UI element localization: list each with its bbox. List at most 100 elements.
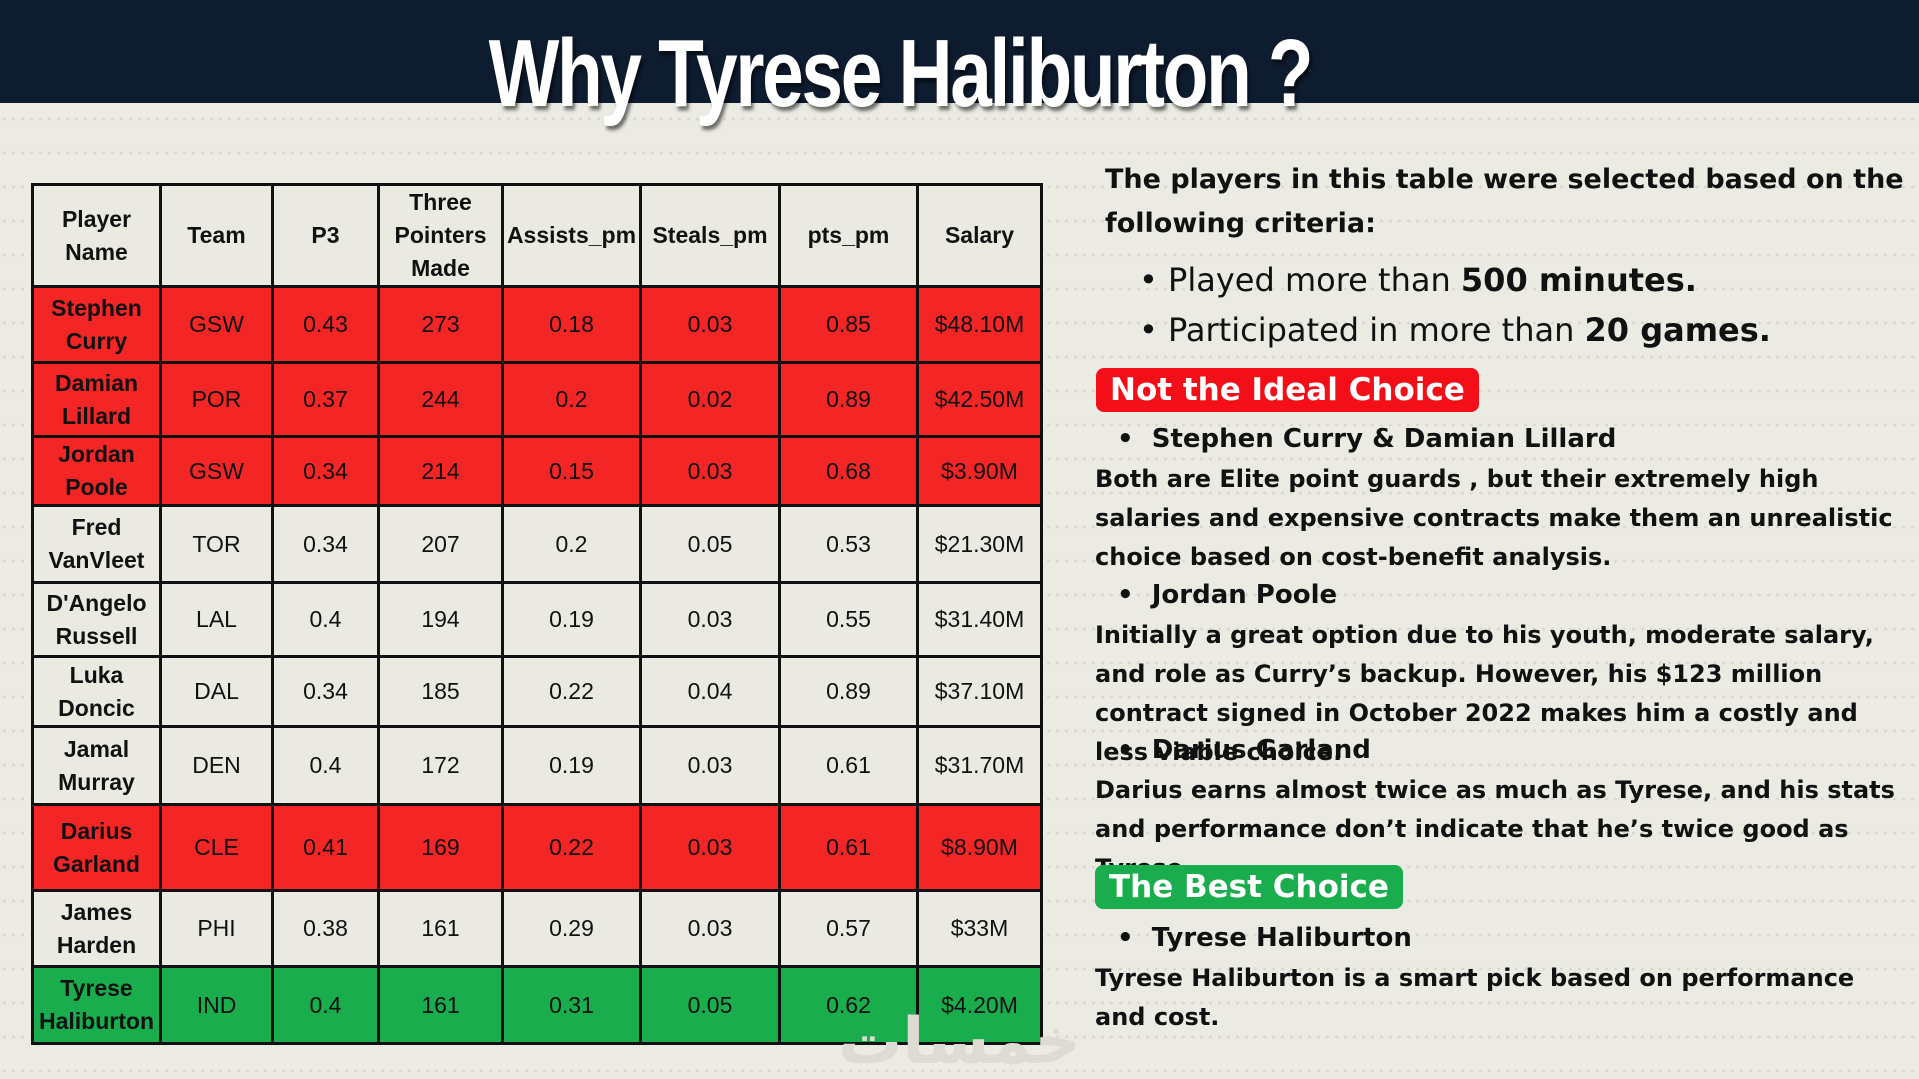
cell-p3: 0.34 [271, 504, 380, 584]
cell-salary: $8.90M [916, 803, 1043, 892]
cell-assists: 0.19 [501, 581, 642, 658]
cell-three-pointers-made: 161 [377, 889, 504, 968]
cell-steals: 0.03 [639, 803, 781, 892]
best-choice-badge: The Best Choice [1095, 865, 1403, 909]
cell-team: CLE [159, 803, 274, 892]
players-table: Player Name Team P3 Three Pointers Made … [31, 183, 1043, 1045]
watermark-logo: خمسات [838, 1005, 1081, 1079]
page-title: Why Tyrese Haliburton ? [488, 20, 1314, 127]
cell-team: GSW [159, 285, 274, 364]
cell-assists: 0.31 [501, 965, 642, 1045]
cell-steals: 0.03 [639, 285, 781, 364]
cell-player-name: Darius Garland [31, 803, 162, 892]
cell-three-pointers-made: 161 [377, 965, 504, 1045]
table-row: Darius Garland CLE 0.41 169 0.22 0.03 0.61 $8.9… [31, 803, 1043, 892]
cell-team: GSW [159, 435, 274, 507]
cell-three-pointers-made: 244 [377, 361, 504, 438]
cell-steals: 0.02 [639, 361, 781, 438]
cell-three-pointers-made: 214 [377, 435, 504, 507]
criteria-item: • Played more than 500 minutes. [1139, 260, 1697, 300]
bullet: • [1139, 261, 1158, 299]
cell-steals: 0.03 [639, 435, 781, 507]
header-bar [0, 0, 1919, 103]
col-header-assists: Assists_pm [501, 183, 642, 288]
table-row: Luka Doncic DAL 0.34 185 0.22 0.04 0.89 $37.10M [31, 655, 1043, 728]
criteria-bold: 20 games. [1584, 311, 1771, 349]
table-row: Stephen Curry GSW 0.43 273 0.18 0.03 0.85 $48.1… [31, 285, 1043, 364]
cell-points: 0.57 [778, 889, 919, 968]
cell-three-pointers-made: 172 [377, 725, 504, 806]
table-row: Jordan Poole GSW 0.34 214 0.15 0.03 0.68 $3.90M [31, 435, 1043, 507]
bullet: • [1139, 311, 1158, 349]
paragraph: Both are Elite point guards , but their … [1095, 465, 1893, 571]
cell-salary: $4.20M [916, 965, 1043, 1045]
cell-team: PHI [159, 889, 274, 968]
cell-p3: 0.41 [271, 803, 380, 892]
table-row: D'Angelo Russell LAL 0.4 194 0.19 0.03 0.55 $31… [31, 581, 1043, 658]
cell-salary: $37.10M [916, 655, 1043, 728]
cell-steals: 0.04 [639, 655, 781, 728]
cell-p3: 0.4 [271, 581, 380, 658]
cell-assists: 0.22 [501, 655, 642, 728]
cell-points: 0.62 [778, 965, 919, 1045]
cell-salary: $31.40M [916, 581, 1043, 658]
table-row: Fred VanVleet TOR 0.34 207 0.2 0.05 0.53 $21.30… [31, 504, 1043, 584]
cell-points: 0.85 [778, 285, 919, 364]
subheading-text: Stephen Curry & Damian Lillard [1151, 424, 1617, 454]
cell-team: TOR [159, 504, 274, 584]
cell-three-pointers-made: 185 [377, 655, 504, 728]
subheading-text: Tyrese Haliburton [1151, 923, 1412, 953]
cell-steals: 0.03 [639, 889, 781, 968]
not-ideal-badge: Not the Ideal Choice [1096, 368, 1479, 412]
col-header-salary: Salary [916, 183, 1043, 288]
cell-three-pointers-made: 273 [377, 285, 504, 364]
cell-three-pointers-made: 194 [377, 581, 504, 658]
cell-points: 0.89 [778, 361, 919, 438]
cell-steals: 0.05 [639, 504, 781, 584]
cell-p3: 0.37 [271, 361, 380, 438]
cell-steals: 0.03 [639, 725, 781, 806]
cell-steals: 0.03 [639, 581, 781, 658]
cell-salary: $3.90M [916, 435, 1043, 507]
cell-p3: 0.34 [271, 435, 380, 507]
cell-salary: $33M [916, 889, 1043, 968]
cell-player-name: Luka Doncic [31, 655, 162, 728]
cell-assists: 0.22 [501, 803, 642, 892]
subheading: • Tyrese Haliburton [1117, 923, 1412, 953]
criteria-intro: The players in this table were selected … [1105, 164, 1904, 239]
cell-three-pointers-made: 169 [377, 803, 504, 892]
cell-salary: $31.70M [916, 725, 1043, 806]
cell-team: POR [159, 361, 274, 438]
col-header-steals: Steals_pm [639, 183, 781, 288]
cell-player-name: Jordan Poole [31, 435, 162, 507]
col-header-team: Team [159, 183, 274, 288]
cell-assists: 0.19 [501, 725, 642, 806]
cell-points: 0.68 [778, 435, 919, 507]
criteria-item: • Participated in more than 20 games. [1139, 310, 1771, 350]
table-header-row: Player Name Team P3 Three Pointers Made … [31, 183, 1043, 288]
cell-player-name: Damian Lillard [31, 361, 162, 438]
cell-salary: $21.30M [916, 504, 1043, 584]
paragraph: Darius earns almost twice as much as Tyr… [1095, 776, 1895, 882]
cell-player-name: Fred VanVleet [31, 504, 162, 584]
cell-points: 0.53 [778, 504, 919, 584]
cell-p3: 0.34 [271, 655, 380, 728]
criteria-bold: 500 minutes. [1460, 261, 1697, 299]
col-header-three-pointers-made: Three Pointers Made [377, 183, 504, 288]
cell-points: 0.89 [778, 655, 919, 728]
paragraph: Tyrese Haliburton is a smart pick based … [1095, 964, 1855, 1031]
cell-team: DAL [159, 655, 274, 728]
table-row: Tyrese Haliburton IND 0.4 161 0.31 0.05 0.62 $4… [31, 965, 1043, 1045]
cell-player-name: James Harden [31, 889, 162, 968]
cell-p3: 0.4 [271, 965, 380, 1045]
criteria-text: Participated in more than [1168, 311, 1585, 349]
col-header-points: pts_pm [778, 183, 919, 288]
cell-p3: 0.38 [271, 889, 380, 968]
cell-assists: 0.2 [501, 504, 642, 584]
cell-steals: 0.05 [639, 965, 781, 1045]
cell-points: 0.55 [778, 581, 919, 658]
cell-points: 0.61 [778, 803, 919, 892]
cell-assists: 0.15 [501, 435, 642, 507]
cell-team: DEN [159, 725, 274, 806]
table-row: James Harden PHI 0.38 161 0.29 0.03 0.57 $33M [31, 889, 1043, 968]
